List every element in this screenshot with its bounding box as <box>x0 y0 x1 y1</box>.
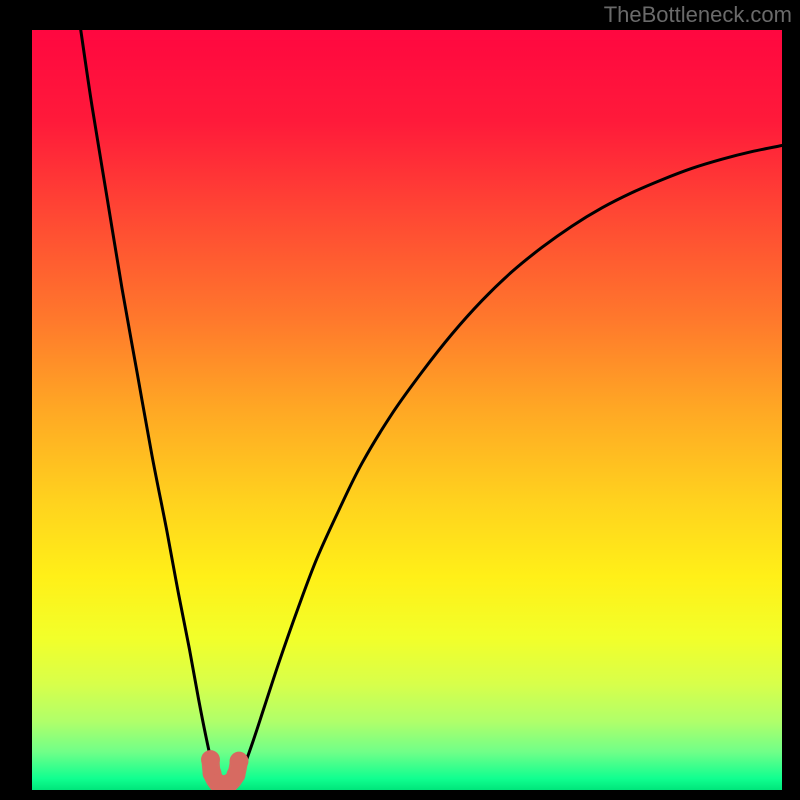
plot-area <box>32 30 782 790</box>
chart-container: TheBottleneck.com <box>0 0 800 800</box>
watermark-text: TheBottleneck.com <box>604 2 792 28</box>
plot-svg <box>32 30 782 790</box>
dip-marker-node <box>230 752 249 771</box>
